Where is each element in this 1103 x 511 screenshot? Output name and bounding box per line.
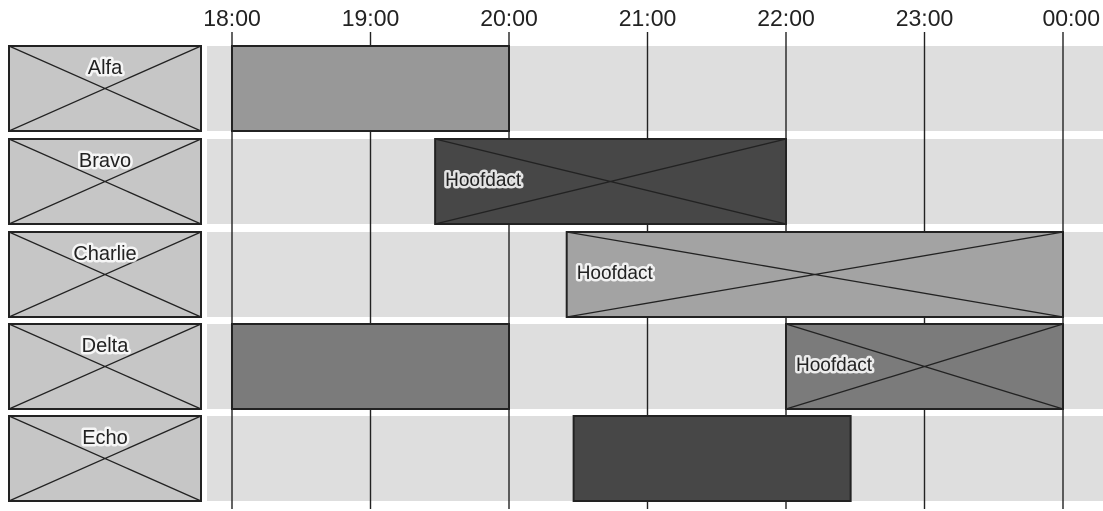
label-box-cross-line <box>8 45 202 132</box>
time-axis: 18:00 19:00 20:00 21:00 22:00 23:00 00:00 <box>203 5 1100 31</box>
schedule-bar <box>231 45 510 132</box>
row-label-halo: Echo <box>82 427 128 449</box>
bar-label: Hoofdact <box>796 355 873 376</box>
row-label-halo: Charlie <box>73 243 136 265</box>
bar-label: Hoofdact <box>445 170 522 191</box>
row-label-halo: Alfa <box>88 57 123 79</box>
bar-rect <box>231 323 510 410</box>
bar-label-halo: Hoofdact <box>577 263 654 284</box>
row-label: Delta <box>82 335 130 357</box>
time-label-2100: 21:00 <box>619 5 677 31</box>
label-box-cross-line <box>8 231 202 318</box>
label-box-cross-line <box>8 323 202 410</box>
schedule-bar <box>572 415 852 502</box>
bar-rect <box>572 415 852 502</box>
time-label-1900: 19:00 <box>342 5 400 31</box>
row-label: Alfa <box>88 57 123 79</box>
row-label: Charlie <box>73 243 136 265</box>
bar-cross-line <box>566 231 1064 318</box>
bar-cross-line <box>434 138 787 225</box>
time-label-1800: 18:00 <box>203 5 261 31</box>
schedule-bar <box>231 323 510 410</box>
row-label-halo: Delta <box>82 335 130 357</box>
row-label: Echo <box>82 427 128 449</box>
row-label-halo: Bravo <box>79 150 131 172</box>
bar-label-halo: Hoofdact <box>796 355 873 376</box>
time-label-0000: 00:00 <box>1042 5 1100 31</box>
bar-label: Hoofdact <box>577 263 654 284</box>
bar-cross-line <box>785 323 1064 410</box>
time-label-2300: 23:00 <box>896 5 954 31</box>
schedule-bars: HoofdactHoofdactHoofdactHoofdactHoofdact… <box>231 45 1064 502</box>
label-box-cross-line <box>8 138 202 225</box>
bar-rect <box>231 45 510 132</box>
time-label-2000: 20:00 <box>480 5 538 31</box>
label-box-cross-line <box>8 415 202 502</box>
bar-label-halo: Hoofdact <box>445 170 522 191</box>
row-label: Bravo <box>79 150 131 172</box>
row-label-boxes: AlfaAlfaBravoBravoCharlieCharlieDeltaDel… <box>8 45 202 502</box>
time-label-2200: 22:00 <box>757 5 815 31</box>
